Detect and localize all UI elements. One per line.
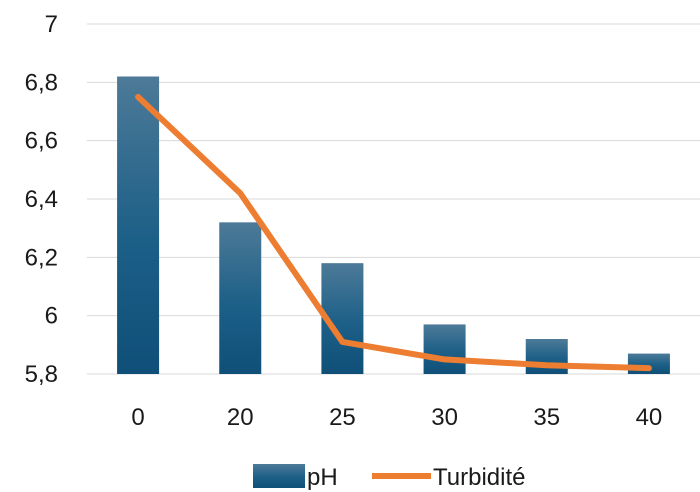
y-axis-ticks: 5,8 6 6,2 6,4 6,6 6,8 7 (25, 11, 58, 388)
gridlines (87, 23, 700, 375)
turbidite-line-group (135, 93, 652, 372)
point-turbidite (341, 341, 343, 343)
y-tick-label: 6,4 (25, 186, 58, 213)
legend-label-turbidite: Turbidité (433, 464, 525, 491)
point-turbidite (239, 192, 241, 194)
y-tick-label: 6,8 (25, 69, 58, 96)
x-tick-label: 30 (431, 404, 458, 431)
y-tick-label: 6,6 (25, 128, 58, 155)
x-tick-label: 40 (636, 404, 663, 431)
y-tick-label: 5,8 (25, 361, 58, 388)
point-turbidite (546, 364, 548, 366)
line-turbidite (135, 93, 652, 372)
x-tick-label: 0 (131, 404, 144, 431)
y-tick-label: 6 (45, 303, 58, 330)
x-tick-label: 25 (329, 404, 356, 431)
legend-swatch-ph (253, 464, 305, 488)
bar-ph (117, 76, 160, 374)
point-turbidite (648, 367, 650, 369)
point-turbidite (137, 96, 139, 98)
y-tick-label: 7 (45, 11, 58, 38)
legend: pH Turbidité (253, 464, 525, 491)
legend-label-ph: pH (307, 464, 338, 491)
bar-ph (219, 222, 262, 374)
x-tick-label: 35 (533, 404, 560, 431)
bar-ph (525, 339, 568, 374)
ph-bars (117, 76, 670, 374)
bar-ph (423, 324, 466, 374)
point-turbidite (444, 358, 446, 360)
x-tick-label: 20 (227, 404, 254, 431)
x-axis-ticks: 0 20 25 30 35 40 (131, 404, 662, 431)
y-tick-label: 6,2 (25, 244, 58, 271)
